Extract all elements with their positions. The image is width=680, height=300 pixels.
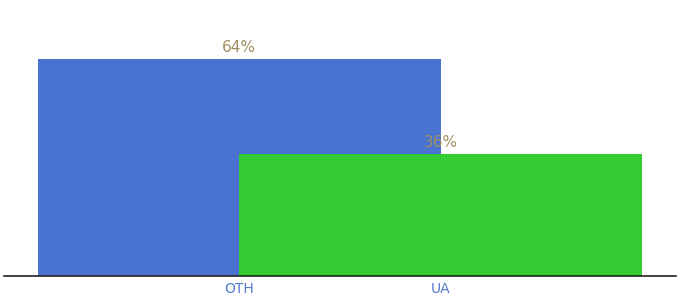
Bar: [239, 154, 642, 276]
Text: 64%: 64%: [222, 40, 256, 55]
Bar: [38, 58, 441, 276]
Text: 36%: 36%: [424, 135, 458, 150]
